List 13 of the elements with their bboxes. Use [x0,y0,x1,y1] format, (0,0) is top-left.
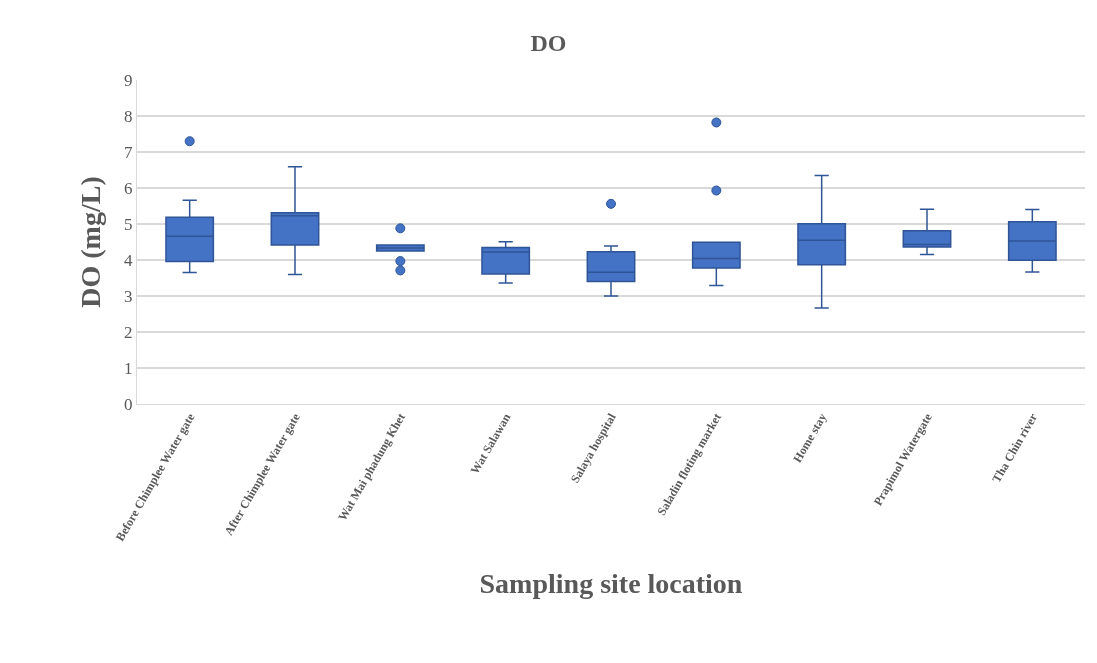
y-tick-label: 8 [124,106,133,126]
y-tick-label: 9 [124,70,133,90]
y-tick-label: 6 [124,178,133,198]
y-tick-label: 3 [124,286,133,306]
y-tick-label: 4 [124,250,134,270]
y-tick-label: 0 [124,394,133,414]
y-tick-label: 5 [124,214,133,234]
chart-title: DO [530,30,567,57]
x-axis-title: Sampling site location [479,567,743,599]
y-axis-title: DO (mg/L) [74,176,106,308]
y-tick-label: 1 [124,358,133,378]
y-tick-label: 7 [124,142,134,162]
y-tick-label: 2 [124,322,133,342]
